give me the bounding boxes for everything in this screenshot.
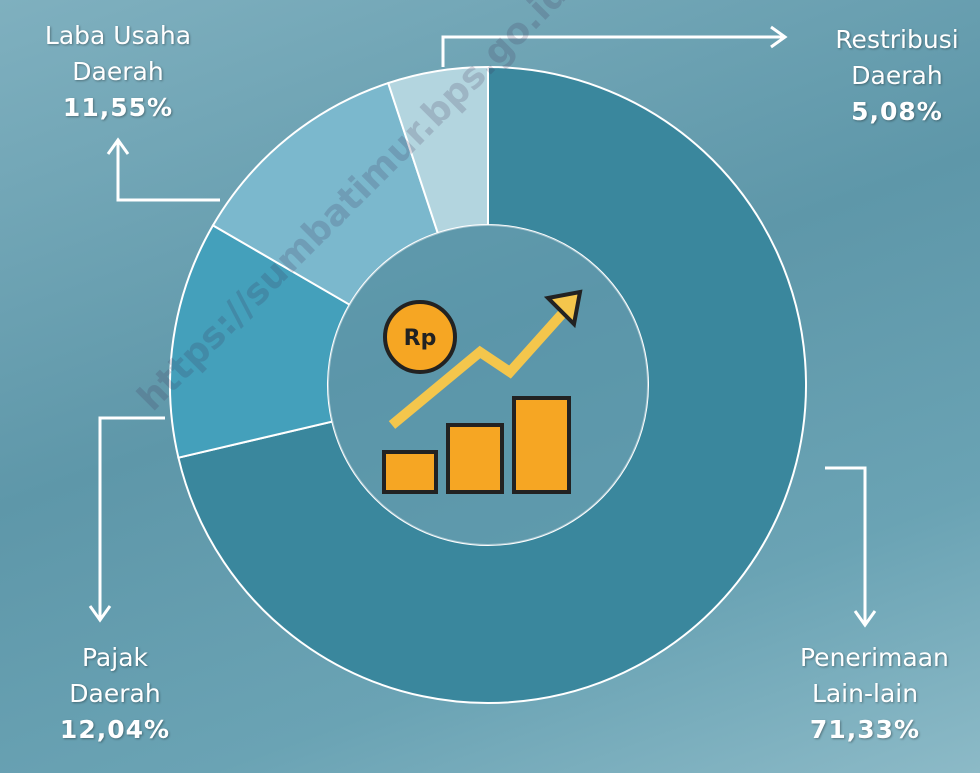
slice-label: Pajak Daerah 12,04% bbox=[15, 640, 215, 748]
value-label: 11,55% bbox=[62, 93, 174, 122]
slice-label: Restribusi Daerah 5,08% bbox=[797, 22, 980, 130]
slice-label: Penerimaan Lain-lain 71,33% bbox=[765, 640, 965, 748]
value-label: 71,33% bbox=[809, 715, 921, 744]
category-name: Penerimaan Lain-lain bbox=[800, 643, 949, 708]
callouts bbox=[88, 25, 877, 628]
category-name: Laba Usaha Daerah bbox=[44, 21, 192, 86]
finance-icon: Rp bbox=[382, 289, 583, 494]
value-label: 12,04% bbox=[59, 715, 171, 744]
category-name: Pajak Daerah bbox=[69, 643, 161, 708]
slice-label: Laba Usaha Daerah 11,55% bbox=[18, 18, 218, 126]
category-name: Restribusi Daerah bbox=[835, 25, 959, 90]
icon-label: Rp bbox=[404, 326, 437, 351]
slice bbox=[386, 65, 489, 235]
donut-hole bbox=[328, 225, 648, 545]
value-label: 5,08% bbox=[851, 97, 943, 126]
